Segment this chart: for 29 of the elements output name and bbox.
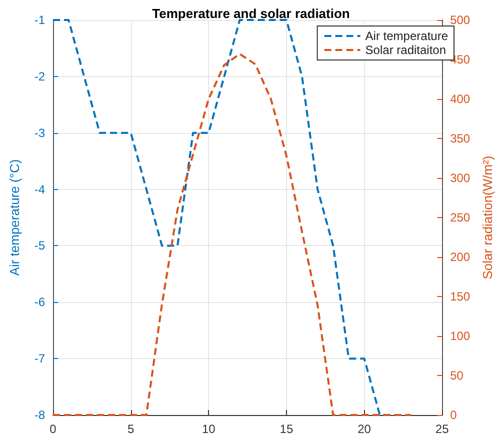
x-tick-label: 0 [50,422,57,436]
y2-tick-label: 350 [450,132,470,146]
y-tick-label: -7 [34,352,46,366]
y2-tick-label: 50 [450,368,464,382]
y-axis-title: Air temperature (°C) [7,159,22,276]
y-tick-label: -2 [34,69,46,84]
y2-tick-label: 400 [450,92,470,106]
x-tick-label: 20 [358,422,372,436]
y-tick-label: -5 [34,238,46,253]
y-tick-label: -1 [34,13,46,27]
y2-tick-label: 500 [450,13,470,27]
y-tick-label: -3 [34,126,46,140]
x-tick-label: 10 [202,422,216,436]
x-tick-label: 25 [435,422,450,436]
y2-tick-label: 100 [450,329,470,343]
y2-tick-label: 0 [450,408,458,422]
y-tick-label: -6 [34,295,46,310]
y2-tick-label: 250 [450,210,470,224]
y2-tick-label: 200 [450,250,470,264]
y-tick-label: -8 [34,408,46,422]
y2-tick-label: 150 [450,290,470,304]
y2-tick-label: 300 [450,171,470,185]
y2-axis-title: Solar radiation(W/m²) [480,156,495,280]
chart-title: Temperature and solar radiation [152,6,350,21]
legend-label: Air temperature [365,29,448,43]
y-tick-label: -4 [34,182,46,196]
legend-label: Solar raditaiton [365,43,446,57]
x-tick-label: 5 [127,422,134,436]
x-tick-label: 15 [280,422,294,436]
